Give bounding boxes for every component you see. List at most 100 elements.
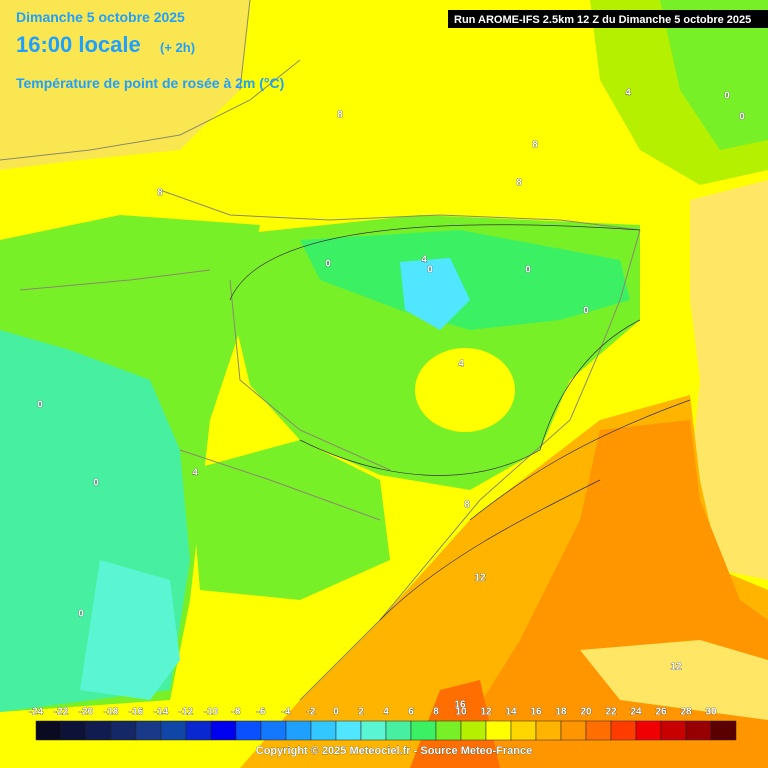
colorbar-label: 2	[358, 707, 364, 718]
contour-label: 12	[670, 662, 682, 673]
colorbar-label: 28	[680, 707, 692, 718]
field-corsica	[690, 180, 768, 580]
contour-label: 0	[724, 91, 730, 102]
contour-4	[229, 224, 641, 476]
colorbar-label: -6	[257, 707, 266, 718]
contour-label: 8	[464, 500, 470, 511]
colorbar-swatch	[335, 720, 362, 741]
time: 16:00 locale	[16, 32, 141, 57]
colorbar-label: 4	[383, 707, 389, 718]
colorbar-label: 8	[433, 707, 439, 718]
colorbar-swatch	[610, 720, 637, 741]
colorbar-swatch	[710, 720, 737, 741]
colorbar-swatch	[85, 720, 112, 741]
contour-label: 8	[337, 110, 343, 121]
colorbar-label: 0	[333, 707, 339, 718]
colorbar-swatch	[360, 720, 387, 741]
contour-label: 0	[325, 259, 331, 270]
contour-label: 4	[625, 88, 631, 99]
colorbar-swatch	[535, 720, 562, 741]
colorbar-swatch	[210, 720, 237, 741]
field-green-ne2	[660, 0, 768, 150]
colorbar-label: -10	[204, 707, 219, 718]
colorbar-label: -4	[282, 707, 291, 718]
colorbar-label: -22	[54, 707, 69, 718]
contour-8	[379, 399, 691, 621]
colorbar-swatch	[310, 720, 337, 741]
colorbar-swatch	[35, 720, 62, 741]
field-cyan-sw	[80, 560, 180, 700]
colorbar-swatch	[60, 720, 87, 741]
offset: (+ 2h)	[160, 40, 195, 55]
contour-label: 0	[78, 609, 84, 620]
colorbar-label: -14	[154, 707, 169, 718]
contour-label: 8	[532, 140, 538, 151]
colorbar-label: -8	[232, 707, 241, 718]
parameter: Température de point de rosée à 2m (°C)	[16, 75, 284, 91]
field-green-s	[190, 440, 390, 600]
contour-label: 0	[37, 400, 43, 411]
colorbar-label: 30	[705, 707, 717, 718]
colorbar-label: 12	[480, 707, 492, 718]
colorbar-swatch	[585, 720, 612, 741]
colorbar-swatch	[260, 720, 287, 741]
colorbar-swatch	[685, 720, 712, 741]
run-bg	[448, 10, 768, 28]
colorbar-label: 22	[605, 707, 617, 718]
colorbar-label: 20	[580, 707, 592, 718]
colorbar-label: 14	[505, 707, 517, 718]
contour-label: 0	[525, 265, 531, 276]
colorbar-swatch	[510, 720, 537, 741]
colorbar-label: -12	[179, 707, 194, 718]
copyright: Copyright © 2025 Meteociel.fr - Source M…	[256, 745, 532, 757]
field-green-alps	[300, 230, 630, 330]
field-yellow-basin	[415, 348, 515, 432]
contour-label: 4	[421, 255, 427, 266]
colorbar-label: -20	[79, 707, 94, 718]
contour-label: 4	[458, 359, 464, 370]
contour-label: 0	[427, 265, 433, 276]
field-yellow-dark	[0, 0, 250, 170]
contour-label: 8	[157, 188, 163, 199]
borders	[0, 0, 641, 701]
contour-label: 0	[739, 112, 745, 123]
colorbar-swatch	[235, 720, 262, 741]
colorbar-label: 26	[655, 707, 667, 718]
colorbar-swatch	[285, 720, 312, 741]
colorbar-swatch	[635, 720, 662, 741]
colorbar-swatch	[185, 720, 212, 741]
colorbar-swatch	[110, 720, 137, 741]
colorbar-label: 6	[408, 707, 414, 718]
colorbar-label: 18	[555, 707, 567, 718]
contour-label: 16	[454, 700, 466, 711]
contour-label: 0	[583, 306, 589, 317]
colorbar: -24 -22 -20 -18 -16 -14 -12 -10 -8 -6 -4 -2 0 2 4 6 8 10 1…	[28, 706, 737, 741]
colorbar-label: 16	[530, 707, 542, 718]
field-balearic	[580, 640, 768, 720]
contour-label: 8	[516, 178, 522, 189]
colorbar-swatch	[460, 720, 487, 741]
colorbar-swatch	[385, 720, 412, 741]
field-cyan-alps	[400, 258, 470, 330]
colorbar-label: -2	[307, 707, 316, 718]
colorbar-swatch	[660, 720, 687, 741]
colorbar-swatch	[410, 720, 437, 741]
regions	[19, 269, 391, 521]
colorbar-label: 24	[630, 707, 642, 718]
contour-label: 4	[192, 468, 198, 479]
contour-label: 12	[474, 573, 486, 584]
colorbar-swatch	[160, 720, 187, 741]
colorbar-label: -24	[29, 707, 44, 718]
colorbar-swatch	[135, 720, 162, 741]
colorbar-swatch	[560, 720, 587, 741]
colorbar-label: 10	[455, 707, 467, 718]
colorbar-swatch	[485, 720, 512, 741]
date: Dimanche 5 octobre 2025	[16, 9, 185, 25]
colorbar-label: -16	[129, 707, 144, 718]
run: Run AROME-IFS 2.5km 12 Z du Dimanche 5 o…	[454, 14, 751, 26]
colorbar-swatch	[435, 720, 462, 741]
contour-label: 0	[93, 478, 99, 489]
